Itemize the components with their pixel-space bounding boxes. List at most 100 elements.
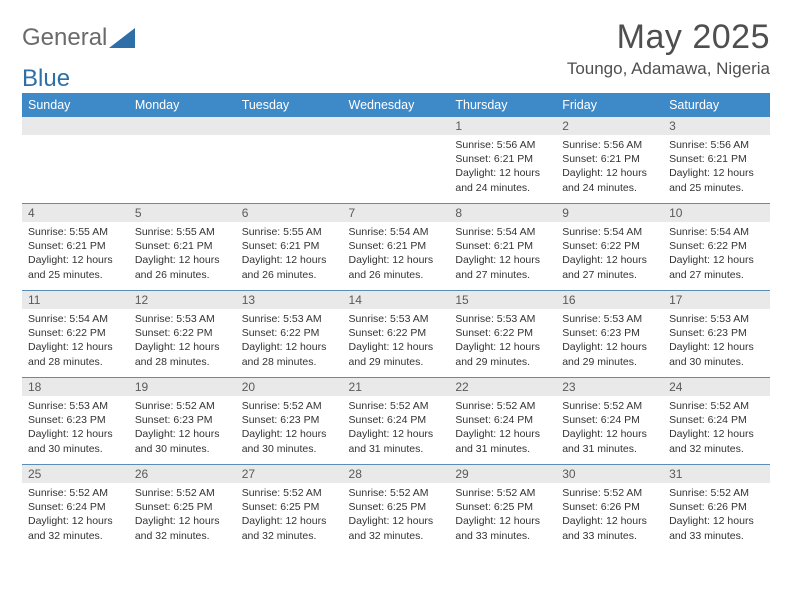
sunset-text: Sunset: 6:21 PM bbox=[28, 239, 123, 253]
sunrise-text: Sunrise: 5:56 AM bbox=[562, 138, 657, 152]
day-number: 24 bbox=[663, 378, 770, 396]
sunset-text: Sunset: 6:25 PM bbox=[455, 500, 550, 514]
day-number: 10 bbox=[663, 204, 770, 222]
calendar-cell bbox=[343, 117, 450, 204]
daylight-text: Daylight: 12 hours and 32 minutes. bbox=[135, 514, 230, 542]
day-content bbox=[22, 135, 129, 203]
sunset-text: Sunset: 6:22 PM bbox=[28, 326, 123, 340]
day-number: 8 bbox=[449, 204, 556, 222]
calendar-cell: 23Sunrise: 5:52 AMSunset: 6:24 PMDayligh… bbox=[556, 378, 663, 465]
day-number: 23 bbox=[556, 378, 663, 396]
calendar-cell: 31Sunrise: 5:52 AMSunset: 6:26 PMDayligh… bbox=[663, 465, 770, 552]
daylight-text: Daylight: 12 hours and 32 minutes. bbox=[28, 514, 123, 542]
sunrise-text: Sunrise: 5:54 AM bbox=[455, 225, 550, 239]
daylight-text: Daylight: 12 hours and 29 minutes. bbox=[349, 340, 444, 368]
day-content: Sunrise: 5:53 AMSunset: 6:22 PMDaylight:… bbox=[449, 309, 556, 377]
calendar-body: 1Sunrise: 5:56 AMSunset: 6:21 PMDaylight… bbox=[22, 117, 770, 551]
sunset-text: Sunset: 6:22 PM bbox=[562, 239, 657, 253]
daylight-text: Daylight: 12 hours and 27 minutes. bbox=[455, 253, 550, 281]
day-content: Sunrise: 5:54 AMSunset: 6:22 PMDaylight:… bbox=[22, 309, 129, 377]
sunrise-text: Sunrise: 5:53 AM bbox=[669, 312, 764, 326]
daylight-text: Daylight: 12 hours and 25 minutes. bbox=[28, 253, 123, 281]
day-content: Sunrise: 5:52 AMSunset: 6:24 PMDaylight:… bbox=[343, 396, 450, 464]
daylight-text: Daylight: 12 hours and 27 minutes. bbox=[562, 253, 657, 281]
day-content bbox=[343, 135, 450, 203]
logo-text-general: General bbox=[22, 24, 107, 52]
calendar-row: 4Sunrise: 5:55 AMSunset: 6:21 PMDaylight… bbox=[22, 204, 770, 291]
sunset-text: Sunset: 6:22 PM bbox=[669, 239, 764, 253]
day-content: Sunrise: 5:52 AMSunset: 6:24 PMDaylight:… bbox=[22, 483, 129, 551]
calendar-cell: 3Sunrise: 5:56 AMSunset: 6:21 PMDaylight… bbox=[663, 117, 770, 204]
calendar-cell bbox=[236, 117, 343, 204]
sunrise-text: Sunrise: 5:52 AM bbox=[135, 399, 230, 413]
day-number: 22 bbox=[449, 378, 556, 396]
calendar-cell bbox=[129, 117, 236, 204]
logo-text-blue: Blue bbox=[22, 65, 770, 93]
sunset-text: Sunset: 6:23 PM bbox=[562, 326, 657, 340]
sunset-text: Sunset: 6:22 PM bbox=[135, 326, 230, 340]
day-content: Sunrise: 5:52 AMSunset: 6:24 PMDaylight:… bbox=[556, 396, 663, 464]
day-content: Sunrise: 5:52 AMSunset: 6:26 PMDaylight:… bbox=[556, 483, 663, 551]
sunset-text: Sunset: 6:22 PM bbox=[242, 326, 337, 340]
day-content: Sunrise: 5:53 AMSunset: 6:23 PMDaylight:… bbox=[22, 396, 129, 464]
sunrise-text: Sunrise: 5:52 AM bbox=[562, 399, 657, 413]
sunset-text: Sunset: 6:26 PM bbox=[562, 500, 657, 514]
sunset-text: Sunset: 6:22 PM bbox=[349, 326, 444, 340]
sunrise-text: Sunrise: 5:55 AM bbox=[28, 225, 123, 239]
daylight-text: Daylight: 12 hours and 30 minutes. bbox=[28, 427, 123, 455]
calendar-cell: 7Sunrise: 5:54 AMSunset: 6:21 PMDaylight… bbox=[343, 204, 450, 291]
sunset-text: Sunset: 6:23 PM bbox=[135, 413, 230, 427]
sunrise-text: Sunrise: 5:53 AM bbox=[28, 399, 123, 413]
sunrise-text: Sunrise: 5:53 AM bbox=[562, 312, 657, 326]
calendar-cell: 20Sunrise: 5:52 AMSunset: 6:23 PMDayligh… bbox=[236, 378, 343, 465]
calendar-head: Sunday Monday Tuesday Wednesday Thursday… bbox=[22, 93, 770, 117]
calendar-cell: 17Sunrise: 5:53 AMSunset: 6:23 PMDayligh… bbox=[663, 291, 770, 378]
daylight-text: Daylight: 12 hours and 31 minutes. bbox=[349, 427, 444, 455]
daylight-text: Daylight: 12 hours and 28 minutes. bbox=[28, 340, 123, 368]
sunset-text: Sunset: 6:23 PM bbox=[28, 413, 123, 427]
day-number: 5 bbox=[129, 204, 236, 222]
calendar-cell: 27Sunrise: 5:52 AMSunset: 6:25 PMDayligh… bbox=[236, 465, 343, 552]
sunrise-text: Sunrise: 5:54 AM bbox=[28, 312, 123, 326]
daylight-text: Daylight: 12 hours and 24 minutes. bbox=[455, 166, 550, 194]
sunrise-text: Sunrise: 5:52 AM bbox=[242, 399, 337, 413]
sunset-text: Sunset: 6:21 PM bbox=[455, 152, 550, 166]
sunset-text: Sunset: 6:24 PM bbox=[562, 413, 657, 427]
calendar-cell: 10Sunrise: 5:54 AMSunset: 6:22 PMDayligh… bbox=[663, 204, 770, 291]
day-content: Sunrise: 5:53 AMSunset: 6:22 PMDaylight:… bbox=[129, 309, 236, 377]
col-monday: Monday bbox=[129, 93, 236, 117]
day-content: Sunrise: 5:56 AMSunset: 6:21 PMDaylight:… bbox=[663, 135, 770, 203]
calendar-cell: 2Sunrise: 5:56 AMSunset: 6:21 PMDaylight… bbox=[556, 117, 663, 204]
daylight-text: Daylight: 12 hours and 25 minutes. bbox=[669, 166, 764, 194]
sunrise-text: Sunrise: 5:52 AM bbox=[28, 486, 123, 500]
sunrise-text: Sunrise: 5:52 AM bbox=[669, 486, 764, 500]
daylight-text: Daylight: 12 hours and 32 minutes. bbox=[349, 514, 444, 542]
daylight-text: Daylight: 12 hours and 26 minutes. bbox=[349, 253, 444, 281]
calendar-cell: 11Sunrise: 5:54 AMSunset: 6:22 PMDayligh… bbox=[22, 291, 129, 378]
sunset-text: Sunset: 6:23 PM bbox=[242, 413, 337, 427]
sunset-text: Sunset: 6:24 PM bbox=[455, 413, 550, 427]
day-number: 12 bbox=[129, 291, 236, 309]
daylight-text: Daylight: 12 hours and 26 minutes. bbox=[135, 253, 230, 281]
day-content: Sunrise: 5:56 AMSunset: 6:21 PMDaylight:… bbox=[556, 135, 663, 203]
logo-triangle-icon bbox=[109, 26, 135, 51]
sunset-text: Sunset: 6:25 PM bbox=[349, 500, 444, 514]
sunrise-text: Sunrise: 5:54 AM bbox=[349, 225, 444, 239]
sunset-text: Sunset: 6:25 PM bbox=[242, 500, 337, 514]
daylight-text: Daylight: 12 hours and 33 minutes. bbox=[455, 514, 550, 542]
sunset-text: Sunset: 6:21 PM bbox=[669, 152, 764, 166]
sunrise-text: Sunrise: 5:52 AM bbox=[562, 486, 657, 500]
calendar-cell: 15Sunrise: 5:53 AMSunset: 6:22 PMDayligh… bbox=[449, 291, 556, 378]
day-number bbox=[236, 117, 343, 135]
daylight-text: Daylight: 12 hours and 28 minutes. bbox=[135, 340, 230, 368]
col-sunday: Sunday bbox=[22, 93, 129, 117]
daylight-text: Daylight: 12 hours and 30 minutes. bbox=[242, 427, 337, 455]
col-wednesday: Wednesday bbox=[343, 93, 450, 117]
calendar-cell: 8Sunrise: 5:54 AMSunset: 6:21 PMDaylight… bbox=[449, 204, 556, 291]
day-number: 14 bbox=[343, 291, 450, 309]
daylight-text: Daylight: 12 hours and 31 minutes. bbox=[455, 427, 550, 455]
calendar-cell: 26Sunrise: 5:52 AMSunset: 6:25 PMDayligh… bbox=[129, 465, 236, 552]
day-content: Sunrise: 5:53 AMSunset: 6:22 PMDaylight:… bbox=[236, 309, 343, 377]
page-title: May 2025 bbox=[567, 18, 770, 57]
calendar-cell bbox=[22, 117, 129, 204]
